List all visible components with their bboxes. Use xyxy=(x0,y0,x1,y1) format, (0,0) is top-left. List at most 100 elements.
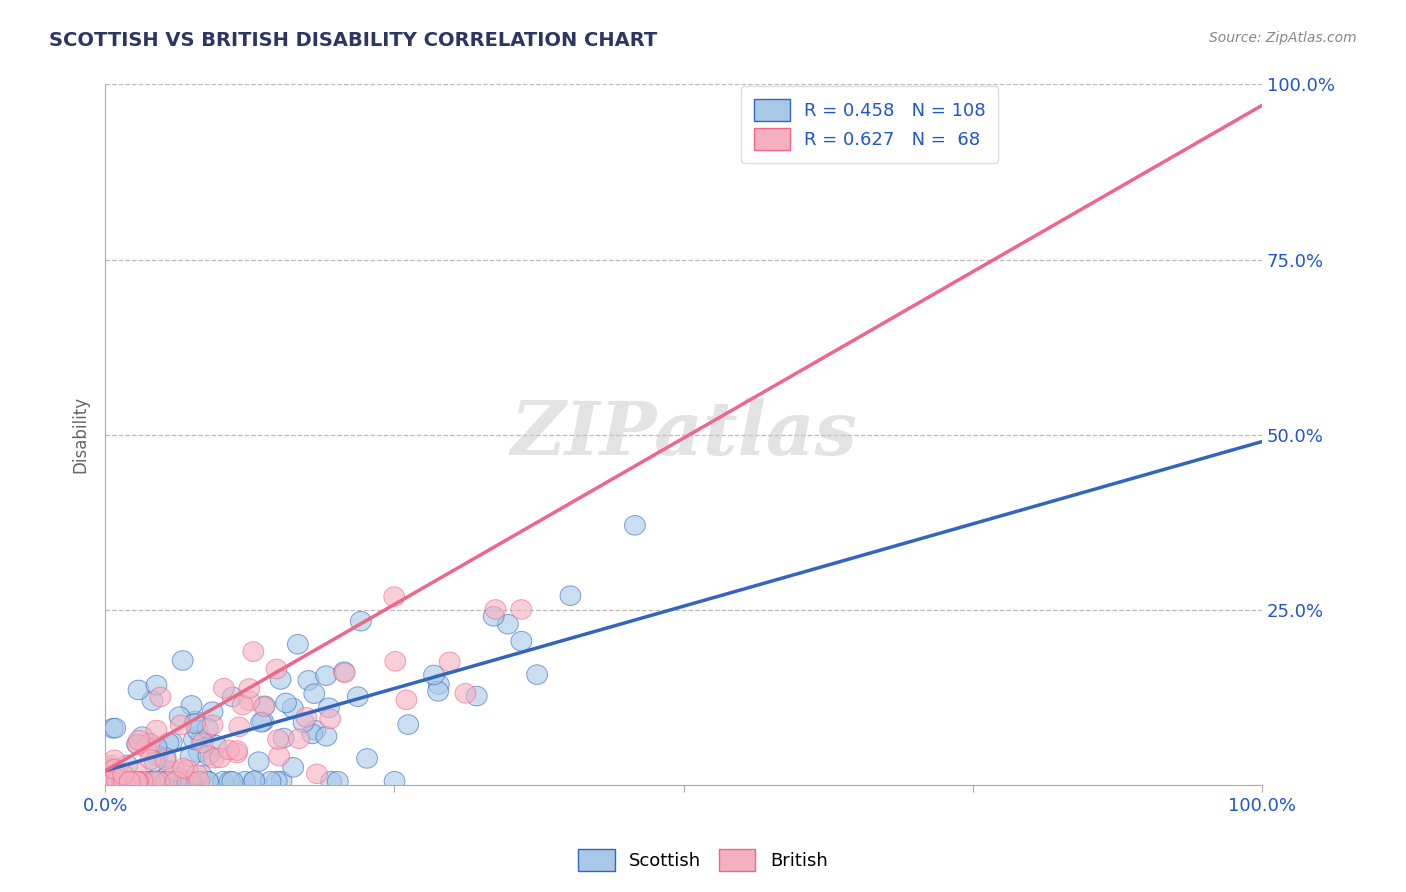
Ellipse shape xyxy=(287,634,308,654)
Ellipse shape xyxy=(204,748,224,768)
Ellipse shape xyxy=(253,697,274,716)
Ellipse shape xyxy=(162,732,183,752)
Ellipse shape xyxy=(179,772,200,791)
Text: ZIPatlas: ZIPatlas xyxy=(510,399,858,471)
Ellipse shape xyxy=(222,687,243,706)
Ellipse shape xyxy=(294,713,314,732)
Ellipse shape xyxy=(153,772,174,791)
Ellipse shape xyxy=(328,772,349,791)
Ellipse shape xyxy=(269,747,290,766)
Ellipse shape xyxy=(101,767,121,787)
Ellipse shape xyxy=(146,675,167,695)
Ellipse shape xyxy=(335,663,356,682)
Ellipse shape xyxy=(266,772,287,791)
Ellipse shape xyxy=(307,764,328,783)
Ellipse shape xyxy=(253,712,273,731)
Ellipse shape xyxy=(229,717,250,737)
Ellipse shape xyxy=(159,761,180,780)
Ellipse shape xyxy=(128,772,148,791)
Ellipse shape xyxy=(226,743,247,763)
Ellipse shape xyxy=(193,733,212,753)
Ellipse shape xyxy=(427,681,449,701)
Ellipse shape xyxy=(172,772,191,791)
Text: Source: ZipAtlas.com: Source: ZipAtlas.com xyxy=(1209,31,1357,45)
Ellipse shape xyxy=(347,687,368,706)
Ellipse shape xyxy=(384,587,405,607)
Ellipse shape xyxy=(396,690,416,710)
Ellipse shape xyxy=(319,698,339,717)
Ellipse shape xyxy=(181,696,202,715)
Ellipse shape xyxy=(267,730,288,749)
Ellipse shape xyxy=(101,772,121,791)
Ellipse shape xyxy=(157,733,179,753)
Ellipse shape xyxy=(142,690,163,710)
Ellipse shape xyxy=(456,683,475,703)
Ellipse shape xyxy=(295,707,316,727)
Ellipse shape xyxy=(423,665,444,685)
Ellipse shape xyxy=(122,772,143,791)
Ellipse shape xyxy=(120,772,141,791)
Ellipse shape xyxy=(139,772,160,791)
Ellipse shape xyxy=(304,684,325,704)
Ellipse shape xyxy=(103,718,124,738)
Ellipse shape xyxy=(114,772,135,791)
Ellipse shape xyxy=(276,693,297,713)
Ellipse shape xyxy=(467,686,486,706)
Ellipse shape xyxy=(266,659,287,679)
Ellipse shape xyxy=(243,772,264,791)
Ellipse shape xyxy=(188,772,209,791)
Ellipse shape xyxy=(180,747,201,766)
Ellipse shape xyxy=(115,772,135,791)
Ellipse shape xyxy=(187,765,208,785)
Ellipse shape xyxy=(149,772,170,791)
Ellipse shape xyxy=(132,727,153,747)
Ellipse shape xyxy=(108,772,129,791)
Ellipse shape xyxy=(527,665,547,684)
Ellipse shape xyxy=(250,713,271,732)
Ellipse shape xyxy=(270,670,291,690)
Ellipse shape xyxy=(174,772,195,791)
Ellipse shape xyxy=(209,748,231,768)
Ellipse shape xyxy=(101,758,122,778)
Ellipse shape xyxy=(105,772,127,791)
Ellipse shape xyxy=(165,761,186,780)
Ellipse shape xyxy=(197,772,218,791)
Ellipse shape xyxy=(184,711,205,731)
Ellipse shape xyxy=(219,772,240,791)
Ellipse shape xyxy=(384,772,405,791)
Y-axis label: Disability: Disability xyxy=(72,396,89,473)
Ellipse shape xyxy=(112,772,132,791)
Text: SCOTTISH VS BRITISH DISABILITY CORRELATION CHART: SCOTTISH VS BRITISH DISABILITY CORRELATI… xyxy=(49,31,658,50)
Ellipse shape xyxy=(319,709,340,729)
Ellipse shape xyxy=(205,735,226,755)
Ellipse shape xyxy=(184,730,204,749)
Ellipse shape xyxy=(235,772,256,791)
Ellipse shape xyxy=(104,772,125,791)
Ellipse shape xyxy=(188,742,209,762)
Ellipse shape xyxy=(273,728,294,747)
Legend: Scottish, British: Scottish, British xyxy=(571,842,835,879)
Ellipse shape xyxy=(239,691,260,711)
Ellipse shape xyxy=(104,759,124,779)
Ellipse shape xyxy=(101,772,121,791)
Ellipse shape xyxy=(180,772,201,791)
Ellipse shape xyxy=(202,715,224,735)
Ellipse shape xyxy=(145,752,166,772)
Ellipse shape xyxy=(120,772,141,791)
Ellipse shape xyxy=(177,760,198,780)
Ellipse shape xyxy=(239,679,260,698)
Ellipse shape xyxy=(350,611,371,631)
Ellipse shape xyxy=(398,714,419,734)
Ellipse shape xyxy=(172,772,193,791)
Ellipse shape xyxy=(179,772,200,791)
Ellipse shape xyxy=(128,735,149,755)
Ellipse shape xyxy=(170,715,191,735)
Ellipse shape xyxy=(139,733,160,753)
Ellipse shape xyxy=(139,772,160,791)
Ellipse shape xyxy=(138,772,159,791)
Ellipse shape xyxy=(288,729,309,748)
Ellipse shape xyxy=(245,771,264,790)
Ellipse shape xyxy=(260,772,281,791)
Ellipse shape xyxy=(298,671,319,690)
Ellipse shape xyxy=(132,772,153,791)
